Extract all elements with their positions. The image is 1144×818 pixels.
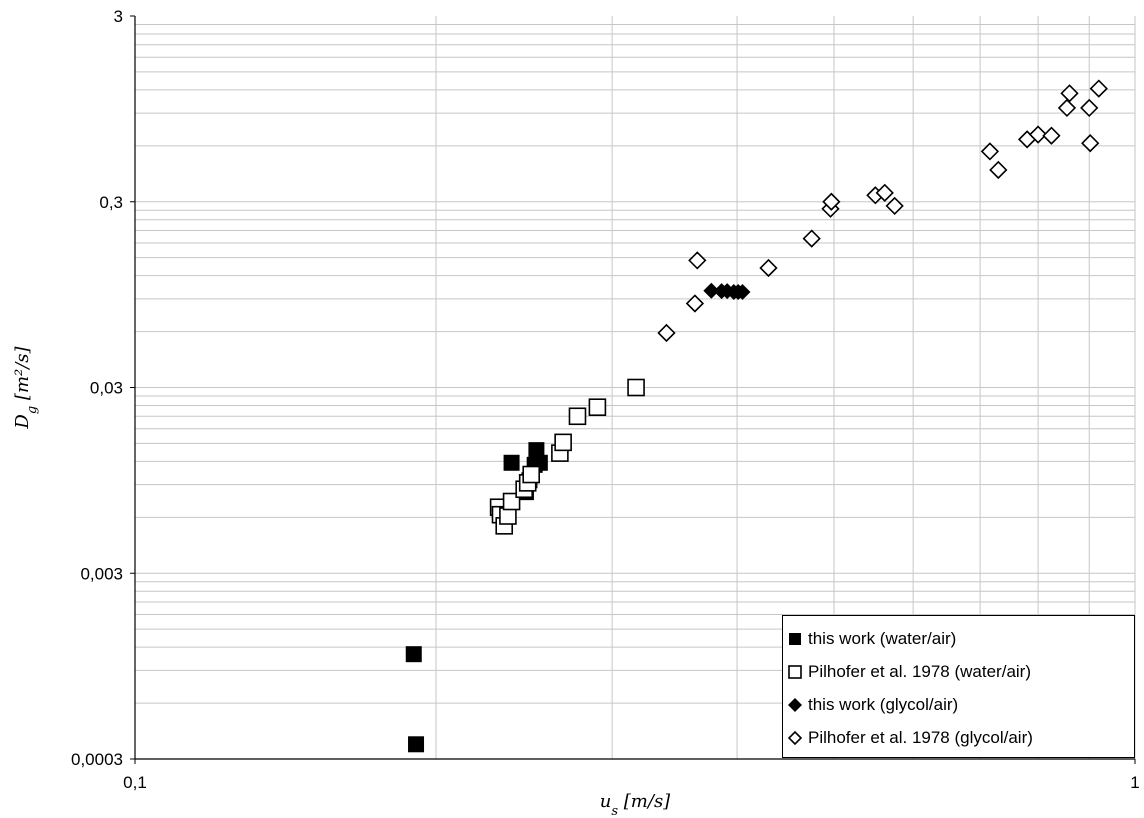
legend-item: Pilhofer et al. 1978 (water/air) xyxy=(787,655,1134,688)
legend-item: Pilhofer et al. 1978 (glycol/air) xyxy=(787,721,1134,754)
legend-label: this work (glycol/air) xyxy=(808,694,959,714)
data-point-open-diamond xyxy=(980,142,1000,161)
data-point-open-square xyxy=(499,507,517,525)
x-tick-label: 0,1 xyxy=(123,773,147,792)
data-point-open-diamond xyxy=(989,160,1008,180)
legend-label: this work (water/air) xyxy=(808,628,957,648)
data-point-filled-square xyxy=(408,736,425,753)
legend-item: this work (water/air) xyxy=(787,622,1134,655)
filled-square-icon xyxy=(787,631,805,647)
data-point-open-diamond xyxy=(759,258,778,278)
data-point-open-square xyxy=(568,407,587,426)
data-point-open-diamond xyxy=(1042,126,1061,145)
data-point-open-diamond xyxy=(1081,134,1100,153)
data-point-open-diamond xyxy=(1060,84,1079,103)
data-point-open-diamond xyxy=(802,229,821,248)
legend-item: this work (glycol/air) xyxy=(787,688,1134,721)
data-point-open-diamond xyxy=(688,251,707,270)
legend-label: Pilhofer et al. 1978 (glycol/air) xyxy=(808,727,1033,747)
data-point-open-diamond xyxy=(685,294,705,313)
data-point-filled-diamond xyxy=(734,284,751,301)
x-axis-title: us [m/s] xyxy=(600,791,671,818)
data-point-filled-square xyxy=(405,646,422,663)
legend-label: Pilhofer et al. 1978 (water/air) xyxy=(808,661,1031,681)
data-point-open-diamond xyxy=(885,196,904,216)
data-point-open-diamond xyxy=(1057,98,1077,118)
data-point-filled-square xyxy=(528,442,545,459)
y-tick-label: 0,3 xyxy=(99,193,123,212)
data-point-open-diamond xyxy=(657,323,676,343)
data-point-filled-diamond xyxy=(703,282,720,299)
data-point-open-diamond xyxy=(1028,125,1048,144)
data-point-open-diamond xyxy=(1089,79,1108,98)
data-point-open-square xyxy=(554,433,572,452)
y-tick-label: 0,03 xyxy=(90,379,123,398)
data-point-open-square xyxy=(588,398,607,416)
y-axis-title: Dg [m²/s] xyxy=(12,345,40,429)
y-tick-label: 3 xyxy=(114,7,123,26)
open-square-icon xyxy=(787,664,805,680)
filled-diamond-icon xyxy=(787,697,805,713)
data-point-filled-square xyxy=(503,454,520,471)
y-tick-label: 0,003 xyxy=(80,564,123,583)
data-point-open-square xyxy=(522,465,540,484)
x-tick-label: 1 xyxy=(1130,773,1139,792)
data-point-open-square xyxy=(627,378,645,397)
data-point-open-diamond xyxy=(822,192,841,211)
y-tick-label: 0,0003 xyxy=(71,750,123,769)
legend: this work (water/air) Pilhofer et al. 19… xyxy=(782,615,1135,758)
data-point-open-diamond xyxy=(1080,98,1099,118)
open-diamond-icon xyxy=(787,730,805,746)
data-point-open-diamond xyxy=(875,183,894,202)
